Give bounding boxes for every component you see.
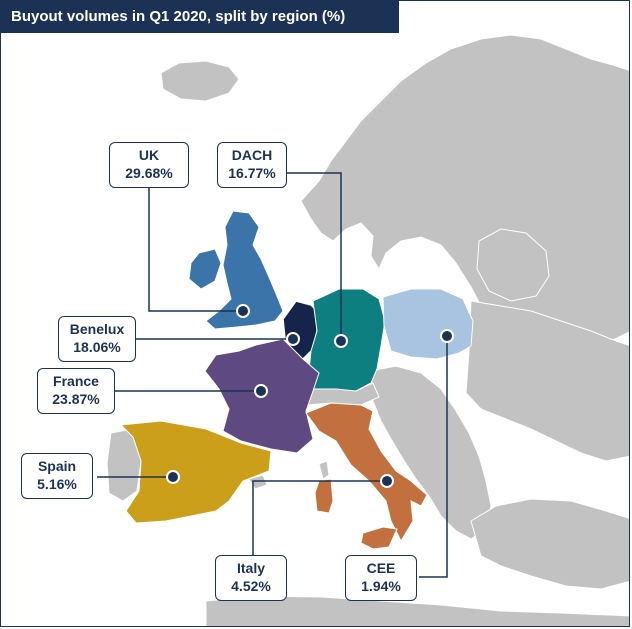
label-france-name: France (53, 373, 99, 389)
label-benelux: Benelux 18.06% (58, 316, 136, 362)
baltic-states (476, 228, 550, 302)
marker-uk (236, 304, 250, 318)
label-uk-name: UK (138, 147, 160, 163)
marker-cee (440, 329, 454, 343)
label-dach-name: DACH (231, 147, 273, 163)
leader-italy (252, 480, 387, 573)
region-italy (305, 402, 428, 543)
marker-dach (334, 334, 348, 348)
region-markers (166, 304, 454, 488)
label-italy-value: 4.52% (231, 578, 271, 594)
region-uk (205, 210, 284, 330)
label-italy: Italy 4.52% (215, 555, 287, 601)
label-benelux-name: Benelux (69, 321, 125, 337)
label-uk: UK 29.68% (109, 142, 189, 188)
eastern-europe (465, 300, 629, 462)
title-bar: Buyout volumes in Q1 2020, split by regi… (1, 1, 399, 33)
label-spain: Spain 5.16% (21, 453, 93, 499)
sardinia-corsica-gray (318, 460, 330, 480)
marker-benelux (286, 332, 300, 346)
marker-spain (166, 470, 180, 484)
region-sardinia (314, 478, 334, 514)
label-spain-name: Spain (37, 458, 77, 474)
leader-cee (419, 336, 448, 578)
leader-uk (148, 187, 243, 312)
iceland (160, 60, 240, 102)
label-france: France 23.87% (37, 368, 115, 414)
marker-italy (380, 474, 394, 488)
label-benelux-value: 18.06% (73, 339, 121, 355)
chart-title: Buyout volumes in Q1 2020, split by regi… (11, 8, 346, 25)
marker-france (254, 384, 268, 398)
greece-turkey (470, 498, 629, 590)
region-cee (382, 288, 474, 360)
region-spain (119, 420, 272, 524)
leader-dach (285, 172, 342, 341)
region-ireland (188, 248, 222, 290)
label-dach-value: 16.77% (228, 165, 276, 181)
leader-lines (97, 172, 448, 578)
land-background (106, 34, 629, 626)
label-italy-name: Italy (236, 560, 265, 576)
label-cee-name: CEE (366, 560, 396, 576)
label-dach: DACH 16.77% (217, 142, 287, 188)
label-cee: CEE 1.94% (345, 555, 417, 601)
label-spain-value: 5.16% (37, 476, 77, 492)
label-france-value: 23.87% (52, 391, 100, 407)
region-sicily (360, 526, 398, 550)
north-africa (205, 595, 629, 626)
label-cee-value: 1.94% (361, 578, 401, 594)
label-uk-value: 29.68% (125, 165, 173, 181)
